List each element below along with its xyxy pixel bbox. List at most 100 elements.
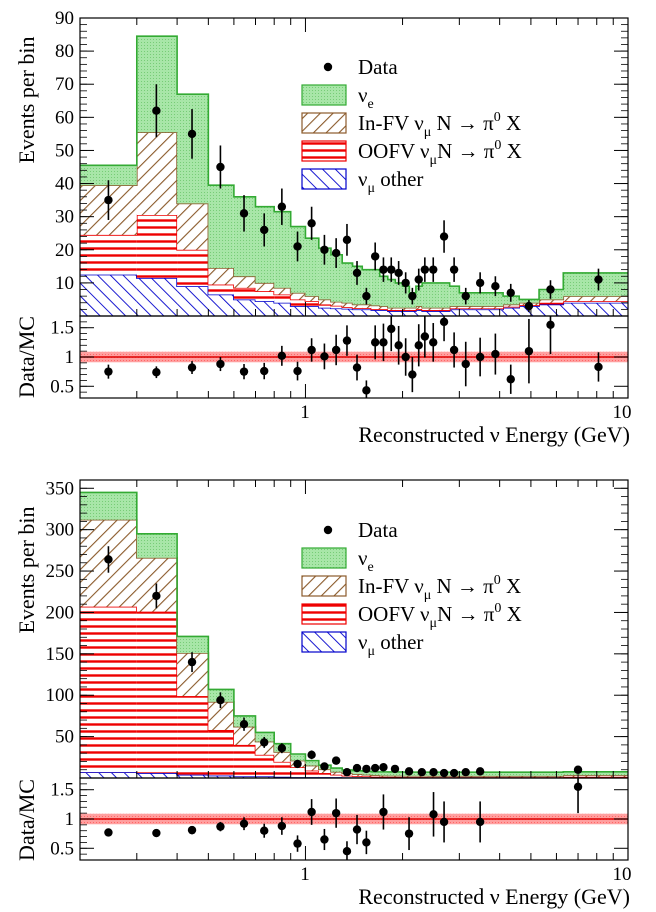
hist-bar [255,301,275,316]
data-point [594,275,603,284]
legend-label-part: e [368,560,374,575]
hist-bar [177,249,209,287]
hist-bar [305,296,319,302]
ratio-ytick-label: 1 [65,809,75,830]
hist-bar [274,751,291,762]
ytick-label: 60 [55,107,74,128]
legend-label-part: In-FV ν [358,111,424,135]
hist-bar [318,773,331,778]
legend-item-nue: νe [301,546,374,575]
ytick-label: 200 [46,602,75,623]
hist-bar [439,307,450,311]
hist-bar [459,309,473,316]
hist-bar [563,296,628,302]
hist-bar [290,306,306,316]
ratio-point [239,819,249,828]
data-point [104,195,113,205]
hist-bar [177,286,209,316]
data-point [379,763,388,772]
bottom-ratio-ylabel: Data/MC [14,779,39,861]
bottom-data-points [104,546,583,778]
hist-bar [362,774,372,777]
hist-outline [80,131,628,309]
data-point [414,275,423,284]
ytick-label: 250 [46,561,75,582]
data-point [320,245,329,254]
hist-bar [305,306,319,316]
hist-bar [80,165,137,186]
hist-bar [80,274,137,316]
hist-bar [290,753,306,761]
ratio-point [293,839,302,848]
hist-bar [387,311,396,316]
legend-label-part: other [375,167,423,191]
legend-label-part: 0 [494,110,501,125]
data-point [152,106,161,115]
ratio-point [260,826,269,835]
data-point [342,235,352,245]
hist-bar [318,307,331,316]
hist-bar [439,311,450,316]
data-point [342,768,352,777]
hist-bar [428,307,440,311]
legend-label: In-FV νμ N → π0 X [358,573,521,603]
data-point [293,759,302,769]
hist-bar [305,765,319,771]
hist-bar [409,307,416,311]
hist-bar [422,282,429,308]
legend-label: Data [358,518,398,542]
ytick-label: 20 [55,240,74,261]
legend-swatch-numu [301,168,347,190]
data-point [475,278,485,288]
ytick-label: 150 [46,644,75,665]
legend-label: νe [358,546,374,575]
hist-bar [208,729,234,776]
legend-swatch-nue [301,547,347,569]
data-point [417,768,427,777]
hist-bar [539,299,564,303]
ratio-point [320,835,329,844]
ytick-label: 80 [55,41,74,62]
ratio-point [420,332,430,341]
data-point [307,750,316,760]
legend-label-part: N → π [431,111,494,135]
ratio-ytick-label: 1.5 [50,318,74,339]
ytick-label: 100 [46,685,75,706]
legend-item-data: Data [323,518,398,542]
ratio-point [439,317,449,327]
hist-bar [233,299,256,316]
data-point [331,248,341,258]
legend-label: νμ other [358,630,423,659]
hist-bar [362,309,372,316]
hist-bar [439,282,450,308]
top-ratio-ticks: 0.5 1 1.5 [50,318,629,398]
legend-marker-data [323,525,333,535]
hist-bar [80,772,137,778]
bottom-ratio-plot: 0.5 1 1.5 Data/MC 1 10 Reconstructed ν Ene… [14,777,632,909]
ratio-point [293,366,302,376]
ratio-point [331,345,341,355]
ratio-point [379,807,388,817]
hist-bar [233,276,256,288]
bottom-main-ticks: 50 100 150 200 250 300 350 [46,478,629,778]
hist-bar [488,292,504,307]
hist-outline [80,35,628,301]
ratio-point [449,345,459,355]
bottom-xtick-10: 10 [613,864,632,885]
hist-bar [519,772,540,776]
hist-bar [379,276,388,307]
ratio-point [362,838,371,847]
hist-bar [352,309,363,316]
data-point [506,288,515,298]
hist-bar [379,306,388,310]
hist-bar [233,726,256,745]
hist-bar [402,286,410,308]
legend-label-part: 0 [494,601,501,616]
hist-bar [387,279,396,308]
hist-bar [449,309,460,316]
hist-bar [472,309,489,316]
hist-bar [80,606,137,773]
data-point [370,763,380,773]
